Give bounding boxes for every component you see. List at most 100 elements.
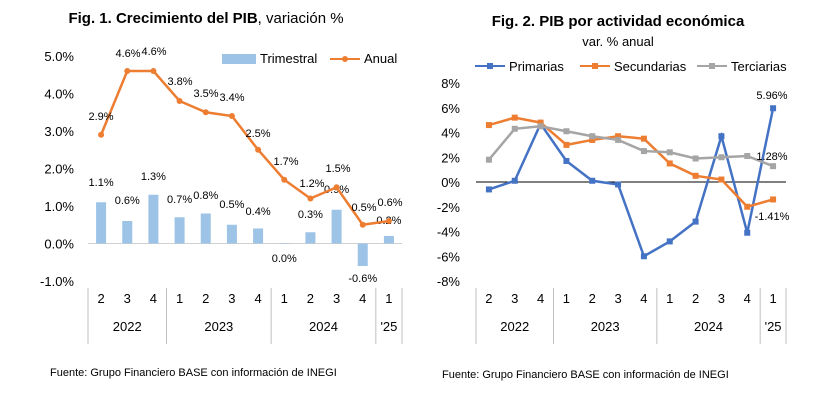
fig1-bar-trimestral: [174, 217, 185, 244]
fig1-line-data-label: 2.5%: [245, 128, 270, 140]
fig2-line-secundarias: [488, 116, 774, 209]
fig2-point-secundarias: [666, 160, 673, 167]
fig1-line-point-anual: [98, 131, 105, 138]
fig2-x-tick-label: 2: [485, 291, 492, 306]
fig2-x-tick-label: 4: [640, 291, 647, 306]
fig2-point-secundarias: [615, 133, 622, 140]
fig1-title-rest: , variación %: [257, 10, 344, 27]
fig2-x-tick-label: 2: [692, 291, 699, 306]
fig2-title: Fig. 2. PIB por actividad económica: [412, 13, 824, 30]
fig1-y-tick-label: 0.0%: [44, 237, 74, 252]
fig1-bar-data-label: 1.1%: [89, 177, 114, 189]
fig1-bar-trimestral: [253, 228, 264, 244]
fig1-legend-marker-anual: [342, 56, 348, 62]
fig2-point-terciarias: [692, 155, 699, 162]
fig2-x-year-label: 2024: [694, 319, 723, 334]
fig1-bar-trimestral: [357, 243, 368, 266]
fig1-line-point-anual: [359, 221, 366, 228]
fig1-bar-data-label: 0.5%: [219, 199, 244, 211]
fig1-line-point-anual: [202, 109, 209, 116]
fig1-x-year-label: 2022: [113, 319, 142, 334]
fig2-point-secundarias: [563, 141, 570, 148]
fig1-x-year-label: 2023: [204, 319, 233, 334]
fig2-point-terciarias: [615, 136, 622, 143]
figure-2: Fig. 2. PIB por actividad económica var.…: [412, 0, 824, 405]
fig1-bar-data-label: 0.6%: [115, 195, 140, 207]
fig1-bar-data-label: 0.0%: [272, 253, 297, 265]
fig2-title-text: Fig. 2. PIB por actividad económica: [491, 13, 745, 30]
fig1-bar-trimestral: [200, 213, 211, 244]
fig2-legend-label-terciarias: Terciarias: [731, 59, 787, 74]
fig1-y-tick-label: 1.0%: [44, 199, 74, 214]
fig1-x-tick-label: 2: [202, 291, 209, 306]
fig2-y-tick-label: -4%: [437, 225, 461, 240]
fig2-y-tick-label: 8%: [441, 76, 460, 91]
fig2-point-primarias: [718, 133, 725, 140]
fig2-legend-label-primarias: Primarias: [509, 59, 564, 74]
fig1-x-tick-label: 1: [281, 291, 288, 306]
fig2-x-tick-label: 1: [666, 291, 673, 306]
fig2-line-terciarias: [487, 125, 774, 168]
fig1-bar-data-label: -0.6%: [348, 273, 377, 285]
fig2-annotation-secundarias: -1.41%: [755, 211, 790, 223]
fig1-y-tick-label: 4.0%: [44, 87, 74, 102]
fig2-point-primarias: [744, 229, 751, 236]
figure-1: Fig. 1. Crecimiento del PIB, variación %…: [0, 10, 412, 379]
fig1-x-tick-label: 1: [176, 291, 183, 306]
fig1-x-tick-label: 4: [359, 291, 366, 306]
fig2-point-terciarias: [589, 133, 596, 140]
fig2-point-primarias: [563, 157, 570, 164]
fig1-line-data-label: 4.6%: [115, 48, 140, 60]
fig2-x-year-label: 2022: [500, 319, 529, 334]
fig1-line-point-anual: [176, 98, 183, 104]
fig1-y-tick-label: 5.0%: [44, 49, 74, 64]
fig1-bar-trimestral: [279, 243, 290, 244]
fig1-line-point-anual: [281, 176, 288, 183]
fig1-bar-data-label: 0.4%: [246, 206, 271, 218]
fig1-line-point-anual: [255, 146, 262, 153]
fig1-x-year-label: '25: [380, 319, 397, 334]
fig1-x-tick-label: 3: [333, 291, 340, 306]
fig1-source: Fuente: Grupo Financiero BASE con inform…: [50, 367, 337, 379]
fig1-line-data-label: 0.5%: [351, 202, 376, 214]
fig2-x-tick-label: 2: [589, 291, 596, 306]
fig2-legend-marker-primarias: [487, 63, 493, 69]
fig2-point-secundarias: [744, 203, 751, 210]
fig2-x-tick-label: 3: [511, 291, 518, 306]
fig2-point-secundarias: [770, 196, 777, 203]
fig2-point-terciarias: [485, 156, 492, 163]
fig1-bar-data-label: 1.3%: [141, 171, 166, 183]
fig1-legend-label-trimestral: Trimestral: [260, 51, 317, 66]
fig2-y-tick-label: 6%: [441, 101, 460, 116]
fig1-bar-trimestral: [383, 236, 394, 244]
fig1-line-data-label: 1.7%: [273, 156, 298, 168]
fig1-x-tick-label: 1: [385, 291, 392, 306]
fig1-bar-data-label: 0.8%: [193, 190, 218, 202]
fig2-point-secundarias: [485, 122, 492, 129]
fig2-y-tick-label: -2%: [437, 200, 461, 215]
fig1-line-point-anual: [124, 68, 131, 74]
fig2-point-terciarias: [666, 149, 673, 156]
fig2-y-tick-label: 4%: [441, 126, 460, 141]
fig2-point-terciarias: [640, 148, 647, 155]
fig2-point-primarias: [770, 105, 777, 112]
fig1-title: Fig. 1. Crecimiento del PIB, variación %: [0, 10, 412, 27]
fig2-point-secundarias: [718, 176, 725, 183]
fig1-y-tick-label: 3.0%: [44, 124, 74, 139]
fig2-chart: -8% -6% -4% -2% 0% 2% 4% 6% 8% 5.96% 1.28% -1.41% Pr…: [437, 59, 790, 344]
fig2-point-primarias: [485, 186, 492, 193]
fig2-point-primarias: [615, 181, 622, 188]
fig2-legend-marker-secundarias: [592, 63, 598, 69]
fig1-x-tick-label: 2: [307, 291, 314, 306]
fig2-point-secundarias: [511, 114, 518, 121]
fig2-legend-marker-terciarias: [709, 63, 715, 69]
fig1-line-point-anual: [150, 68, 157, 74]
fig2-line-primarias: [488, 107, 775, 259]
fig1-x-year-label: 2024: [309, 319, 338, 334]
fig1-x-tick-label: 3: [228, 291, 235, 306]
fig1-chart: -1.0%0.0%1.0%2.0%3.0%4.0%5.0%1.1%0.6%1.3…: [40, 46, 403, 344]
fig1-title-bold: Fig. 1. Crecimiento del PIB: [68, 10, 258, 27]
fig2-point-secundarias: [537, 119, 544, 126]
fig1-line-data-label: 2.9%: [88, 111, 113, 123]
fig2-point-terciarias: [718, 154, 725, 161]
